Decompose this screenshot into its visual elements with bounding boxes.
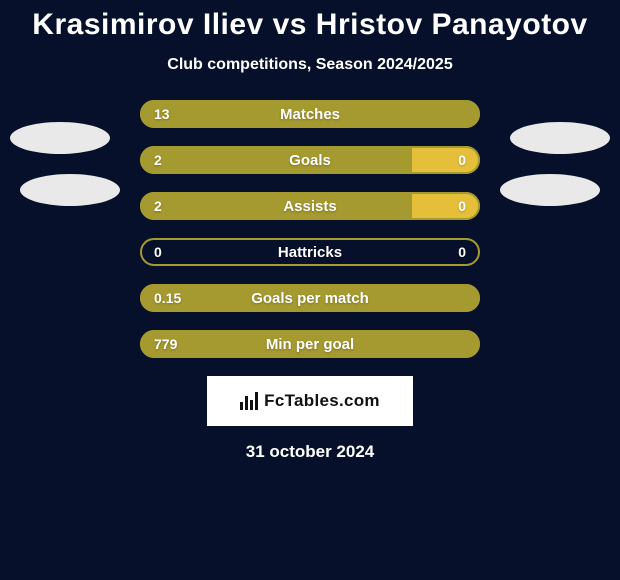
stat-label: Hattricks: [140, 238, 480, 266]
stat-label: Min per goal: [140, 330, 480, 358]
date-label: 31 october 2024: [0, 442, 620, 462]
brand-name: FcTables.com: [264, 391, 380, 411]
stat-label: Assists: [140, 192, 480, 220]
chart-icon: [240, 392, 258, 410]
stat-row: 13 Matches: [140, 100, 480, 128]
brand-logo: FcTables.com: [207, 376, 413, 426]
stat-row: 2 0 Assists: [140, 192, 480, 220]
stat-row: 0 0 Hattricks: [140, 238, 480, 266]
stat-label: Goals: [140, 146, 480, 174]
comparison-bars: 13 Matches 2 0 Goals 2 0 Assists 0 0 Hat: [0, 100, 620, 358]
page-title: Krasimirov Iliev vs Hristov Panayotov: [0, 0, 620, 42]
stat-label: Matches: [140, 100, 480, 128]
stat-label: Goals per match: [140, 284, 480, 312]
stat-row: 0.15 Goals per match: [140, 284, 480, 312]
stat-row: 779 Min per goal: [140, 330, 480, 358]
subtitle: Club competitions, Season 2024/2025: [0, 56, 620, 74]
stat-row: 2 0 Goals: [140, 146, 480, 174]
comparison-infographic: Krasimirov Iliev vs Hristov Panayotov Cl…: [0, 0, 620, 580]
